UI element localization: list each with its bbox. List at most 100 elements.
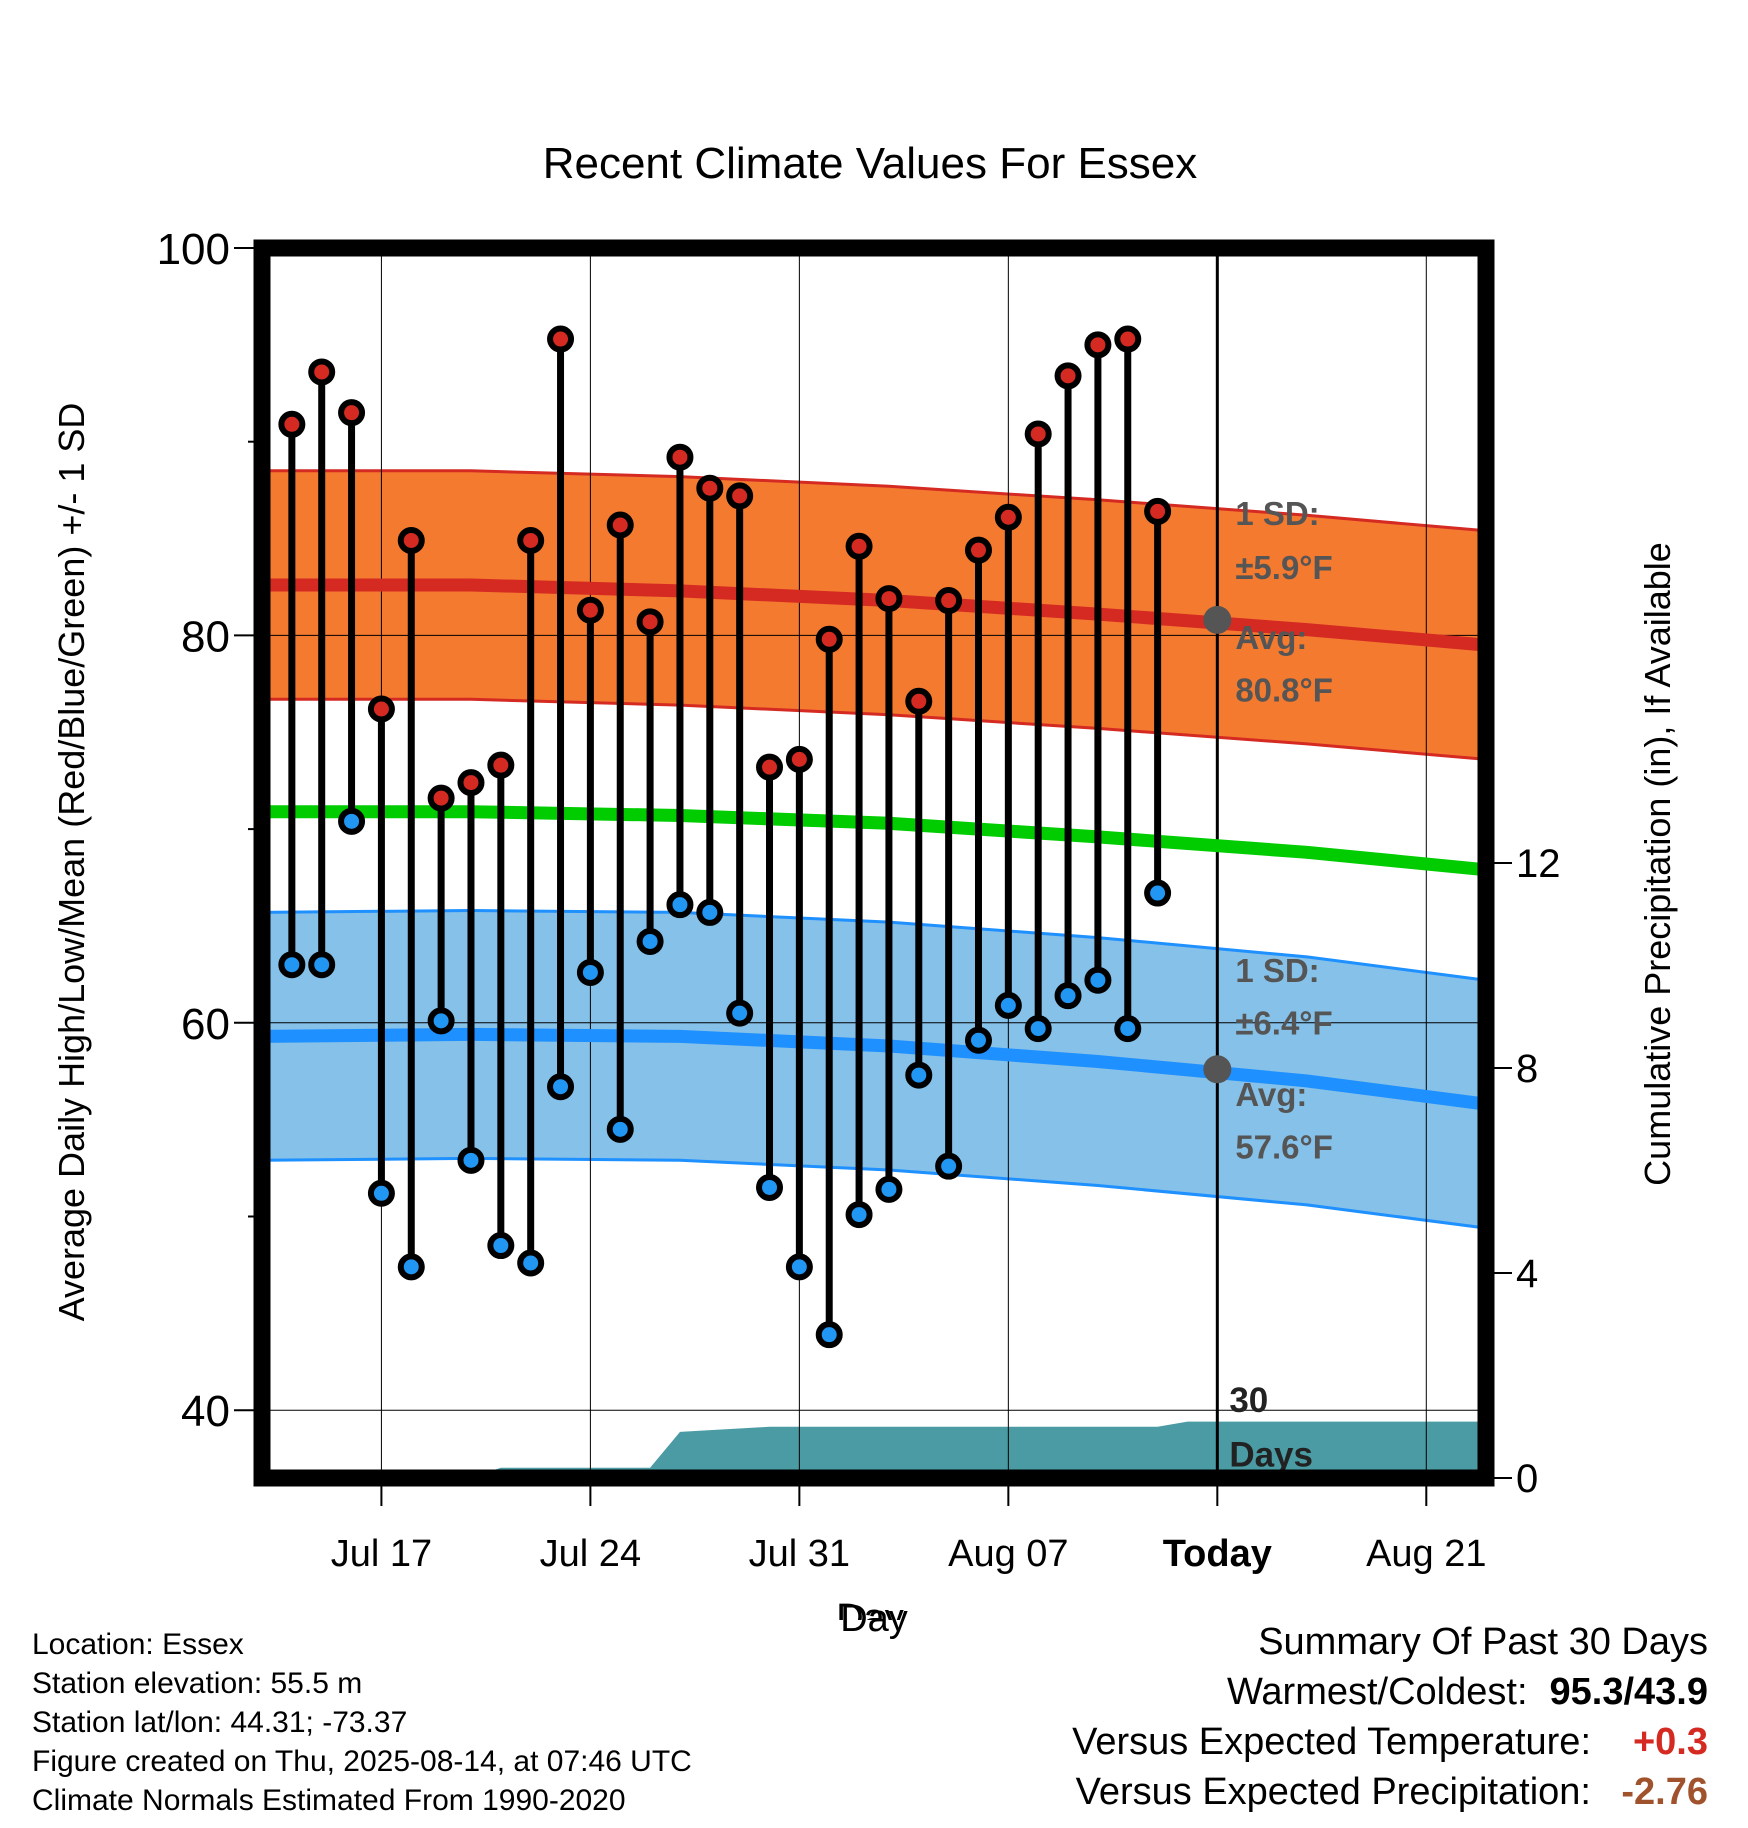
daily-high-point (1114, 325, 1142, 353)
low-sd-label: 1 SD: (1235, 952, 1319, 989)
daily-low-point (636, 927, 664, 955)
daily-high-point (487, 751, 515, 779)
daily-high-point (785, 745, 813, 773)
daily-low-point (427, 1007, 455, 1035)
x-tick-label: Jul 31 (749, 1533, 850, 1575)
daily-low-point (457, 1146, 485, 1174)
daily-high-point (1144, 497, 1172, 525)
daily-high-point (964, 536, 992, 564)
daily-low-point (397, 1253, 425, 1281)
x-tick-label: Aug 07 (948, 1533, 1068, 1575)
daily-low-point (726, 999, 754, 1027)
y2-tick-label: 4 (1516, 1252, 1538, 1296)
days-marker-top: 30 (1229, 1381, 1268, 1420)
temp-value: +0.3 (1632, 1721, 1708, 1763)
daily-high-point (994, 503, 1022, 531)
daily-high-point (576, 596, 604, 624)
temp-label: Versus Expected Temperature: (1072, 1721, 1591, 1763)
info-normals: Climate Normals Estimated From 1990-2020 (32, 1784, 626, 1817)
daily-low-point (756, 1173, 784, 1201)
daily-low-point (785, 1253, 813, 1281)
daily-high-point (308, 358, 336, 386)
daily-low-point (1114, 1015, 1142, 1043)
info-created: Figure created on Thu, 2025-08-14, at 07… (32, 1745, 692, 1778)
y-tick-label: 80 (181, 612, 230, 661)
daily-high-point (815, 625, 843, 653)
daily-high-point (606, 511, 634, 539)
daily-low-point (308, 951, 336, 979)
low-avg-label: Avg: (1235, 1076, 1307, 1113)
daily-low-point (875, 1175, 903, 1203)
today-low-avg-marker (1203, 1055, 1232, 1084)
daily-low-point (547, 1073, 575, 1101)
daily-low-point (367, 1179, 395, 1207)
daily-low-point (666, 891, 694, 919)
plot-frame (253, 239, 1495, 1487)
x-tick-label: Jul 17 (331, 1533, 432, 1575)
normal-mean-line (262, 805, 1487, 877)
daily-high-point (457, 769, 485, 797)
precip-value: -2.76 (1621, 1771, 1708, 1813)
daily-high-point (367, 695, 395, 723)
daily-low-point (845, 1201, 873, 1229)
summary-precip: Versus Expected Precipitation: -2.76 (1076, 1771, 1708, 1814)
y2-axis-label: Cumulative Precipitation (in), If Availa… (1637, 542, 1678, 1186)
daily-high-point (696, 474, 724, 502)
daily-high-point (278, 410, 306, 438)
y2-tick-label: 8 (1516, 1047, 1538, 1091)
x-tick-label: Jul 24 (540, 1533, 641, 1575)
y2-tick-label: 12 (1516, 842, 1561, 886)
daily-low-point (696, 898, 724, 926)
summary-warm-cold: Warmest/Coldest: 95.3/43.9 (1227, 1671, 1708, 1714)
y2-tick-label: 0 (1516, 1457, 1538, 1501)
daily-high-point (427, 784, 455, 812)
x-axis-title-wrap: Day (0, 1598, 1748, 1641)
warm-cold-value: 95.3/43.9 (1549, 1671, 1708, 1713)
low-sd-band (262, 910, 1486, 1229)
daily-low-point (1144, 879, 1172, 907)
high-sd-band (262, 470, 1486, 760)
daily-high-point (636, 608, 664, 636)
x-tick-label: Today (1163, 1533, 1272, 1575)
high-sd-band-upper-edge (262, 469, 1487, 533)
precip-label: Versus Expected Precipitation: (1075, 1771, 1591, 1813)
daily-high-point (1084, 331, 1112, 359)
daily-high-point (1054, 362, 1082, 390)
y-tick-label: 40 (181, 1387, 230, 1436)
info-elevation: Station elevation: 55.5 m (32, 1667, 363, 1700)
daily-high-point (756, 753, 784, 781)
daily-low-point (994, 991, 1022, 1019)
x-axis-label: Day (836, 1597, 904, 1620)
low-avg-value: 57.6°F (1235, 1128, 1333, 1165)
x-tick-label: Aug 21 (1366, 1533, 1486, 1575)
daily-low-point (964, 1026, 992, 1054)
days-marker-bottom: Days (1229, 1435, 1313, 1474)
daily-high-point (338, 399, 366, 427)
y-tick-label: 100 (157, 225, 230, 274)
summary-temp: Versus Expected Temperature: +0.3 (1072, 1721, 1708, 1764)
daily-low-point (606, 1115, 634, 1143)
daily-high-point (547, 325, 575, 353)
precip-area (262, 1421, 1486, 1478)
daily-high-point (905, 687, 933, 715)
daily-low-point (576, 958, 604, 986)
daily-low-point (1084, 966, 1112, 994)
daily-high-point (935, 587, 963, 615)
x-axis-title: Day (840, 1598, 908, 1640)
daily-high-point (517, 526, 545, 554)
low-sd-value: ±6.4°F (1235, 1004, 1332, 1041)
info-location: Location: Essex (32, 1628, 244, 1661)
climate-chart: Recent Climate Values For Essex 1 SD: ±5.… (51, 139, 1678, 1620)
plot-area: 1 SD: ±5.9°F Avg: 80.8°F 1 SD: ±6.4°F Avg: 57.6… (157, 225, 1561, 1575)
daily-low-point (1054, 982, 1082, 1010)
daily-high-point (397, 526, 425, 554)
high-avg-label: Avg: (1235, 619, 1307, 656)
high-avg-value: 80.8°F (1235, 671, 1333, 708)
daily-low-point (905, 1061, 933, 1089)
daily-low-point (935, 1152, 963, 1180)
daily-high-point (845, 532, 873, 560)
info-latlon: Station lat/lon: 44.31; -73.37 (32, 1706, 408, 1739)
daily-high-point (726, 482, 754, 510)
daily-low-point (517, 1249, 545, 1277)
daily-low-point (278, 951, 306, 979)
